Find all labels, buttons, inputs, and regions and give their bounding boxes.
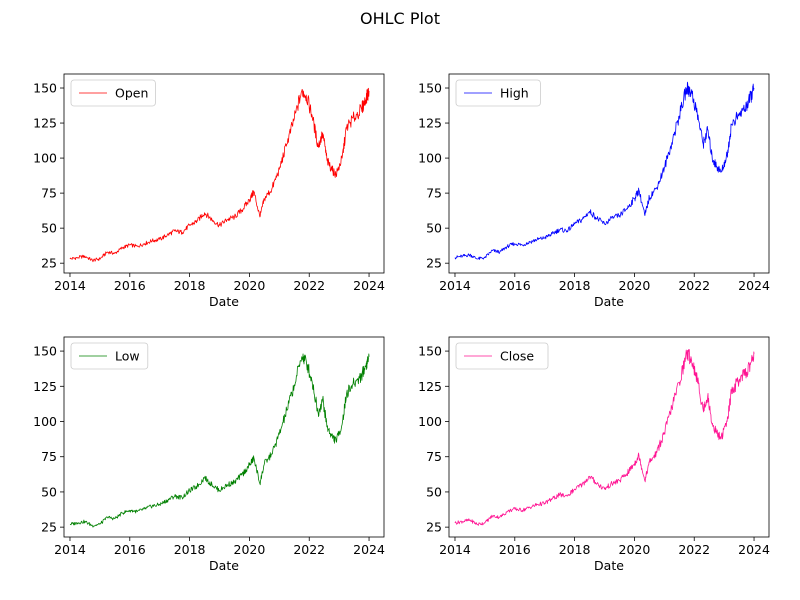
x-tick-label: 2022	[678, 278, 710, 293]
y-tick-label: 25	[426, 256, 442, 271]
series-line-open	[69, 87, 370, 263]
x-tick-label: 2024	[738, 542, 770, 557]
x-tick-label: 2016	[499, 278, 531, 293]
y-tick-label: 150	[33, 344, 57, 359]
x-tick-label: 2018	[559, 278, 591, 293]
x-tick-label: 2020	[234, 278, 266, 293]
x-tick-label: 2016	[499, 542, 531, 557]
y-tick-label: 125	[418, 116, 442, 131]
legend-label: Close	[500, 349, 534, 364]
x-tick-label: 2020	[619, 278, 651, 293]
y-tick-label: 100	[33, 414, 57, 429]
y-tick-label: 25	[41, 256, 57, 271]
x-tick-label: 2022	[293, 542, 325, 557]
x-tick-label: 2022	[293, 278, 325, 293]
legend-label: High	[500, 86, 529, 101]
subplot-0: 2014 2016 2018 2020 2022 2024 25 50 75 100 125 150 D…	[33, 73, 385, 309]
series-line-low	[69, 353, 370, 528]
x-tick-label: 2014	[54, 542, 86, 557]
y-tick-label: 75	[41, 186, 57, 201]
y-tick-label: 125	[418, 379, 442, 394]
y-tick-label: 125	[33, 116, 57, 131]
x-tick-label: 2016	[114, 278, 146, 293]
y-tick-label: 150	[418, 81, 442, 96]
y-tick-label: 50	[41, 484, 57, 499]
subplot-2: 2014 2016 2018 2020 2022 2024 25 50 75 100 125 150 D…	[33, 336, 385, 573]
x-tick-label: 2018	[174, 278, 206, 293]
legend-label: Low	[115, 349, 140, 364]
x-tick-label: 2024	[353, 278, 385, 293]
x-tick-label: 2020	[619, 542, 651, 557]
x-axis-label: Date	[594, 294, 624, 309]
y-tick-label: 25	[426, 520, 442, 535]
legend: High	[455, 79, 541, 107]
legend-box	[70, 79, 156, 107]
y-tick-label: 125	[33, 379, 57, 394]
subplot-3: 2014 2016 2018 2020 2022 2024 25 50 75 100 125 150 D…	[418, 336, 770, 573]
x-tick-label: 2018	[559, 542, 591, 557]
y-tick-label: 100	[33, 151, 57, 166]
x-tick-label: 2020	[234, 542, 266, 557]
y-tick-label: 50	[426, 484, 442, 499]
axes-frame	[63, 73, 385, 274]
subplot-1: 2014 2016 2018 2020 2022 2024 25 50 75 100 125 150 D…	[418, 73, 770, 309]
x-tick-label: 2024	[353, 542, 385, 557]
series-line-high	[454, 81, 755, 260]
legend-box	[455, 342, 549, 370]
y-tick-label: 50	[41, 221, 57, 236]
axes-frame	[448, 73, 770, 274]
x-tick-label: 2014	[439, 278, 471, 293]
legend-label: Open	[115, 86, 148, 101]
y-tick-label: 75	[426, 186, 442, 201]
legend: Low	[70, 342, 149, 370]
x-tick-label: 2022	[678, 542, 710, 557]
legend: Open	[70, 79, 156, 107]
x-axis-label: Date	[209, 558, 239, 573]
axes-frame	[63, 336, 385, 538]
y-tick-label: 50	[426, 221, 442, 236]
series-line-close	[454, 348, 755, 526]
y-tick-label: 150	[33, 81, 57, 96]
x-tick-label: 2014	[439, 542, 471, 557]
legend: Close	[455, 342, 549, 370]
x-axis-label: Date	[594, 558, 624, 573]
y-tick-label: 100	[418, 151, 442, 166]
y-tick-label: 75	[41, 449, 57, 464]
y-tick-label: 100	[418, 414, 442, 429]
x-tick-label: 2018	[174, 542, 206, 557]
axes-frame	[448, 336, 770, 538]
legend-box	[70, 342, 149, 370]
y-tick-label: 75	[426, 449, 442, 464]
x-axis-label: Date	[209, 294, 239, 309]
figure-title: OHLC Plot	[360, 9, 440, 28]
y-tick-label: 150	[418, 344, 442, 359]
x-tick-label: 2016	[114, 542, 146, 557]
legend-box	[455, 79, 541, 107]
y-tick-label: 25	[41, 520, 57, 535]
x-tick-label: 2014	[54, 278, 86, 293]
x-tick-label: 2024	[738, 278, 770, 293]
